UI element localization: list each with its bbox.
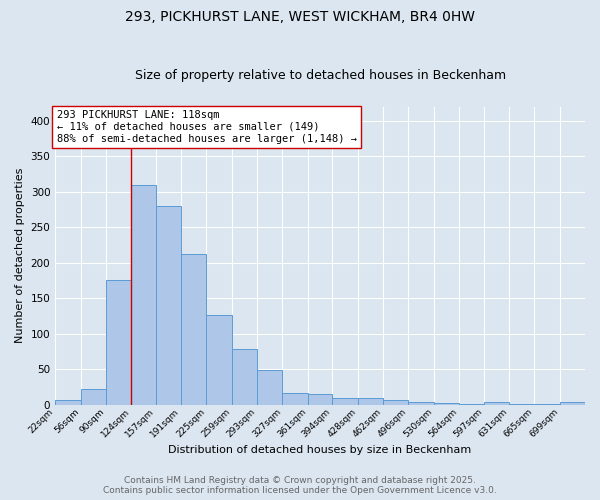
Text: 293, PICKHURST LANE, WEST WICKHAM, BR4 0HW: 293, PICKHURST LANE, WEST WICKHAM, BR4 0… [125, 10, 475, 24]
Bar [383, 400, 409, 404]
Bar [283, 393, 308, 404]
Text: Contains HM Land Registry data © Crown copyright and database right 2025.
Contai: Contains HM Land Registry data © Crown c… [103, 476, 497, 495]
Bar [106, 280, 131, 404]
Bar [434, 403, 459, 404]
Bar [358, 398, 383, 404]
Text: 293 PICKHURST LANE: 118sqm
← 11% of detached houses are smaller (149)
88% of sem: 293 PICKHURST LANE: 118sqm ← 11% of deta… [56, 110, 356, 144]
Bar [332, 398, 358, 404]
Bar [484, 402, 509, 404]
Bar [156, 206, 181, 404]
Bar [131, 185, 156, 404]
Bar [308, 394, 332, 404]
Y-axis label: Number of detached properties: Number of detached properties [15, 168, 25, 344]
Title: Size of property relative to detached houses in Beckenham: Size of property relative to detached ho… [134, 69, 506, 82]
Bar [409, 402, 434, 404]
Bar [560, 402, 585, 404]
Bar [257, 370, 283, 404]
Bar [232, 350, 257, 405]
Bar [80, 389, 106, 404]
Bar [181, 254, 206, 404]
Bar [55, 400, 80, 404]
X-axis label: Distribution of detached houses by size in Beckenham: Distribution of detached houses by size … [169, 445, 472, 455]
Bar [206, 315, 232, 404]
